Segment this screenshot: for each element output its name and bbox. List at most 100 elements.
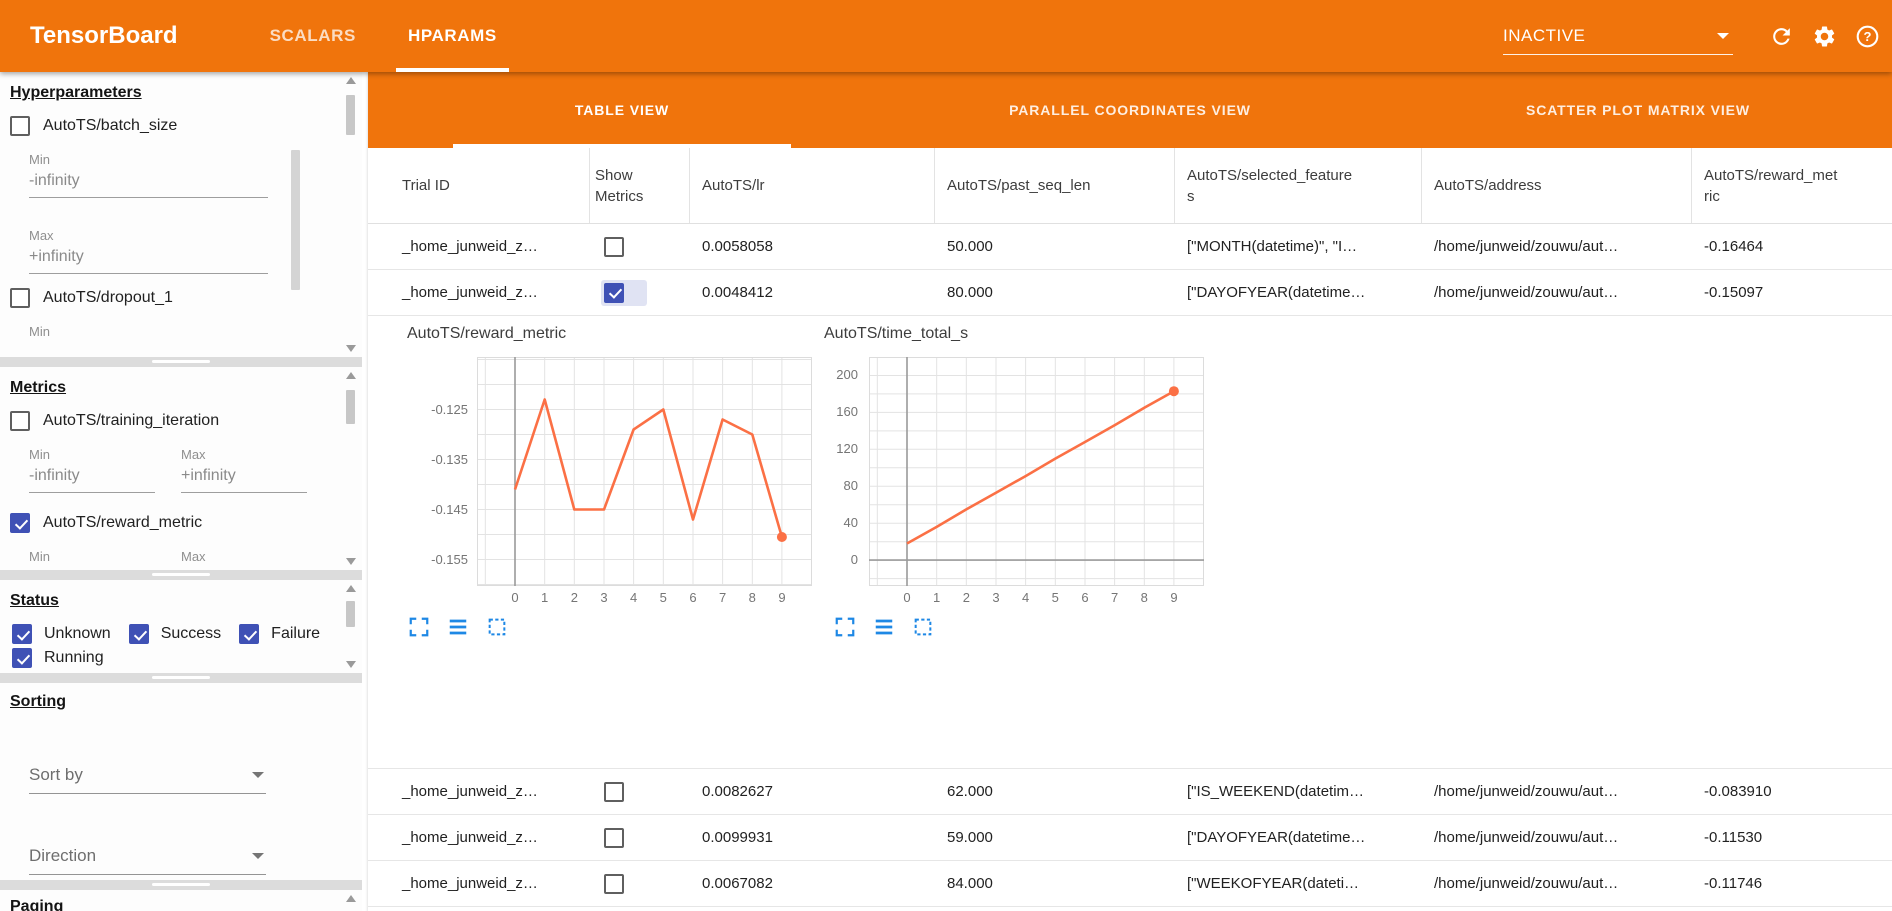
- maximize-icon[interactable]: [834, 616, 856, 638]
- rows-icon[interactable]: [873, 616, 895, 638]
- sort-by-select[interactable]: Sort by: [29, 757, 266, 794]
- time-total-chart[interactable]: [869, 357, 1204, 586]
- reward-chart-toolbar: [408, 616, 508, 638]
- marquee-select-icon[interactable]: [912, 616, 934, 638]
- col-trial-id[interactable]: Trial ID: [368, 148, 590, 223]
- section-scrollbar[interactable]: [344, 77, 358, 352]
- section-scrollbar[interactable]: [344, 372, 358, 565]
- scroll-up-icon[interactable]: [346, 372, 356, 379]
- dropout-label: AutoTS/dropout_1: [43, 289, 173, 306]
- dropout-checkbox[interactable]: [10, 288, 30, 308]
- show-metrics-checkbox[interactable]: [604, 236, 624, 257]
- tab-scalars[interactable]: SCALARS: [269, 26, 356, 45]
- col-autots-address[interactable]: AutoTS/address: [1422, 148, 1692, 223]
- failure-checkbox[interactable]: [239, 624, 260, 644]
- failure-label: Failure: [271, 625, 321, 642]
- section-scrollbar[interactable]: [344, 895, 358, 906]
- show-metrics-cell: [590, 827, 690, 848]
- reward-metric-cell: -0.16464: [1704, 238, 1764, 255]
- section-resize-divider[interactable]: [0, 880, 362, 890]
- y-tick-label: -0.155: [431, 551, 468, 567]
- tab-scatter-plot-matrix-view[interactable]: SCATTER PLOT MATRIX VIEW: [1525, 102, 1751, 118]
- batch-size-checkbox[interactable]: [10, 116, 30, 136]
- section-resize-divider[interactable]: [0, 570, 362, 580]
- paging-heading: Paging: [10, 898, 64, 911]
- max-input[interactable]: +infinity: [29, 243, 268, 274]
- scroll-up-icon[interactable]: [346, 585, 356, 592]
- table-row[interactable]: _home_junweid_z… 0.0082627 62.000 ["IS_W…: [368, 769, 1892, 815]
- min-label: Min: [29, 152, 50, 167]
- lr-cell: 0.0067082: [702, 875, 773, 892]
- min-input[interactable]: -infinity: [29, 462, 155, 493]
- maximize-icon[interactable]: [408, 616, 430, 638]
- tab-hparams[interactable]: HPARAMS: [382, 0, 523, 72]
- scroll-down-icon[interactable]: [346, 558, 356, 565]
- reward-metric-cell: -0.11530: [1704, 829, 1763, 846]
- status-row-2: Running: [12, 648, 362, 668]
- success-checkbox[interactable]: [128, 624, 149, 644]
- show-metrics-checkbox[interactable]: [604, 827, 624, 848]
- table-rows-bottom: _home_junweid_z… 0.0082627 62.000 ["IS_W…: [368, 769, 1892, 907]
- x-tick-label: 3: [992, 590, 1000, 605]
- table-row[interactable]: _home_junweid_z… 0.0048412 80.000 ["DAYO…: [368, 270, 1892, 316]
- scroll-down-icon[interactable]: [346, 345, 356, 352]
- metric-reward-row: AutoTS/reward_metric: [10, 513, 362, 533]
- col-show-metrics[interactable]: Show Metrics: [590, 148, 690, 223]
- direction-select[interactable]: Direction: [29, 838, 266, 875]
- sorting-section: Sorting Sort by Direction: [0, 683, 362, 880]
- table-row[interactable]: _home_junweid_z… 0.0067082 84.000 ["WEEK…: [368, 861, 1892, 907]
- unknown-checkbox[interactable]: [12, 624, 32, 644]
- reward-metric-checkbox[interactable]: [10, 513, 30, 533]
- section-resize-divider[interactable]: [0, 357, 362, 367]
- address-cell: /home/junweid/zouwu/aut…: [1434, 284, 1619, 301]
- trial-id-cell: _home_junweid_z…: [402, 875, 538, 892]
- x-tick-label: 4: [630, 590, 638, 605]
- inner-scrollbar-thumb[interactable]: [291, 150, 300, 290]
- min-max-labels: Min Max: [29, 533, 362, 564]
- header-actions: INACTIVE ?: [1503, 18, 1880, 55]
- status-failure: Failure: [239, 624, 320, 644]
- col-autots-selected-features[interactable]: AutoTS/selected_features: [1175, 148, 1422, 223]
- run-status-select[interactable]: INACTIVE: [1503, 18, 1733, 55]
- scroll-up-icon[interactable]: [346, 77, 356, 84]
- hparam-batch-size-row: AutoTS/batch_size: [10, 116, 362, 136]
- scroll-up-icon[interactable]: [346, 895, 356, 902]
- show-metrics-cell: [590, 781, 690, 802]
- success-label: Success: [160, 625, 222, 642]
- col-autots-lr[interactable]: AutoTS/lr: [690, 148, 935, 223]
- col-autots-past-seq-len[interactable]: AutoTS/past_seq_len: [935, 148, 1175, 223]
- training-iteration-checkbox[interactable]: [10, 411, 30, 431]
- status-unknown: Unknown: [12, 624, 111, 644]
- scrollbar-thumb[interactable]: [346, 390, 355, 424]
- hyperparameters-heading: Hyperparameters: [10, 84, 142, 101]
- settings-gear-icon[interactable]: [1812, 24, 1837, 49]
- reward-metric-chart[interactable]: [477, 357, 812, 586]
- section-resize-divider[interactable]: [0, 673, 362, 683]
- show-metrics-checkbox[interactable]: [604, 873, 624, 894]
- hparam-dropout-row: AutoTS/dropout_1: [10, 288, 362, 308]
- header-tabs: SCALARS HPARAMS: [244, 0, 523, 72]
- rows-icon[interactable]: [447, 616, 469, 638]
- table-header: Trial ID Show Metrics AutoTS/lr AutoTS/p…: [368, 148, 1892, 224]
- show-metrics-checkbox[interactable]: [601, 279, 647, 306]
- help-icon[interactable]: ?: [1855, 24, 1880, 49]
- scrollbar-thumb[interactable]: [346, 95, 355, 135]
- x-tick-label: 4: [1022, 590, 1030, 605]
- col-autots-reward-metric[interactable]: AutoTS/reward_metric: [1704, 166, 1838, 205]
- refresh-icon[interactable]: [1769, 24, 1794, 49]
- section-scrollbar[interactable]: [344, 585, 358, 668]
- scroll-down-icon[interactable]: [346, 661, 356, 668]
- max-input[interactable]: +infinity: [181, 462, 307, 493]
- min-label: Min: [29, 324, 50, 339]
- scrollbar-thumb[interactable]: [346, 601, 355, 627]
- table-row[interactable]: _home_junweid_z… 0.0099931 59.000 ["DAYO…: [368, 815, 1892, 861]
- tab-parallel-coordinates-view[interactable]: PARALLEL COORDINATES VIEW: [1009, 102, 1251, 118]
- tab-table-view[interactable]: TABLE VIEW: [368, 72, 876, 148]
- marquee-select-icon[interactable]: [486, 616, 508, 638]
- min-input[interactable]: -infinity: [29, 167, 268, 198]
- show-metrics-checkbox[interactable]: [604, 781, 624, 802]
- table-row[interactable]: _home_junweid_z… 0.0058058 50.000 ["MONT…: [368, 224, 1892, 270]
- running-checkbox[interactable]: [12, 648, 32, 668]
- y-tick-label: 40: [843, 515, 858, 531]
- trial-id-cell: _home_junweid_z…: [402, 238, 538, 255]
